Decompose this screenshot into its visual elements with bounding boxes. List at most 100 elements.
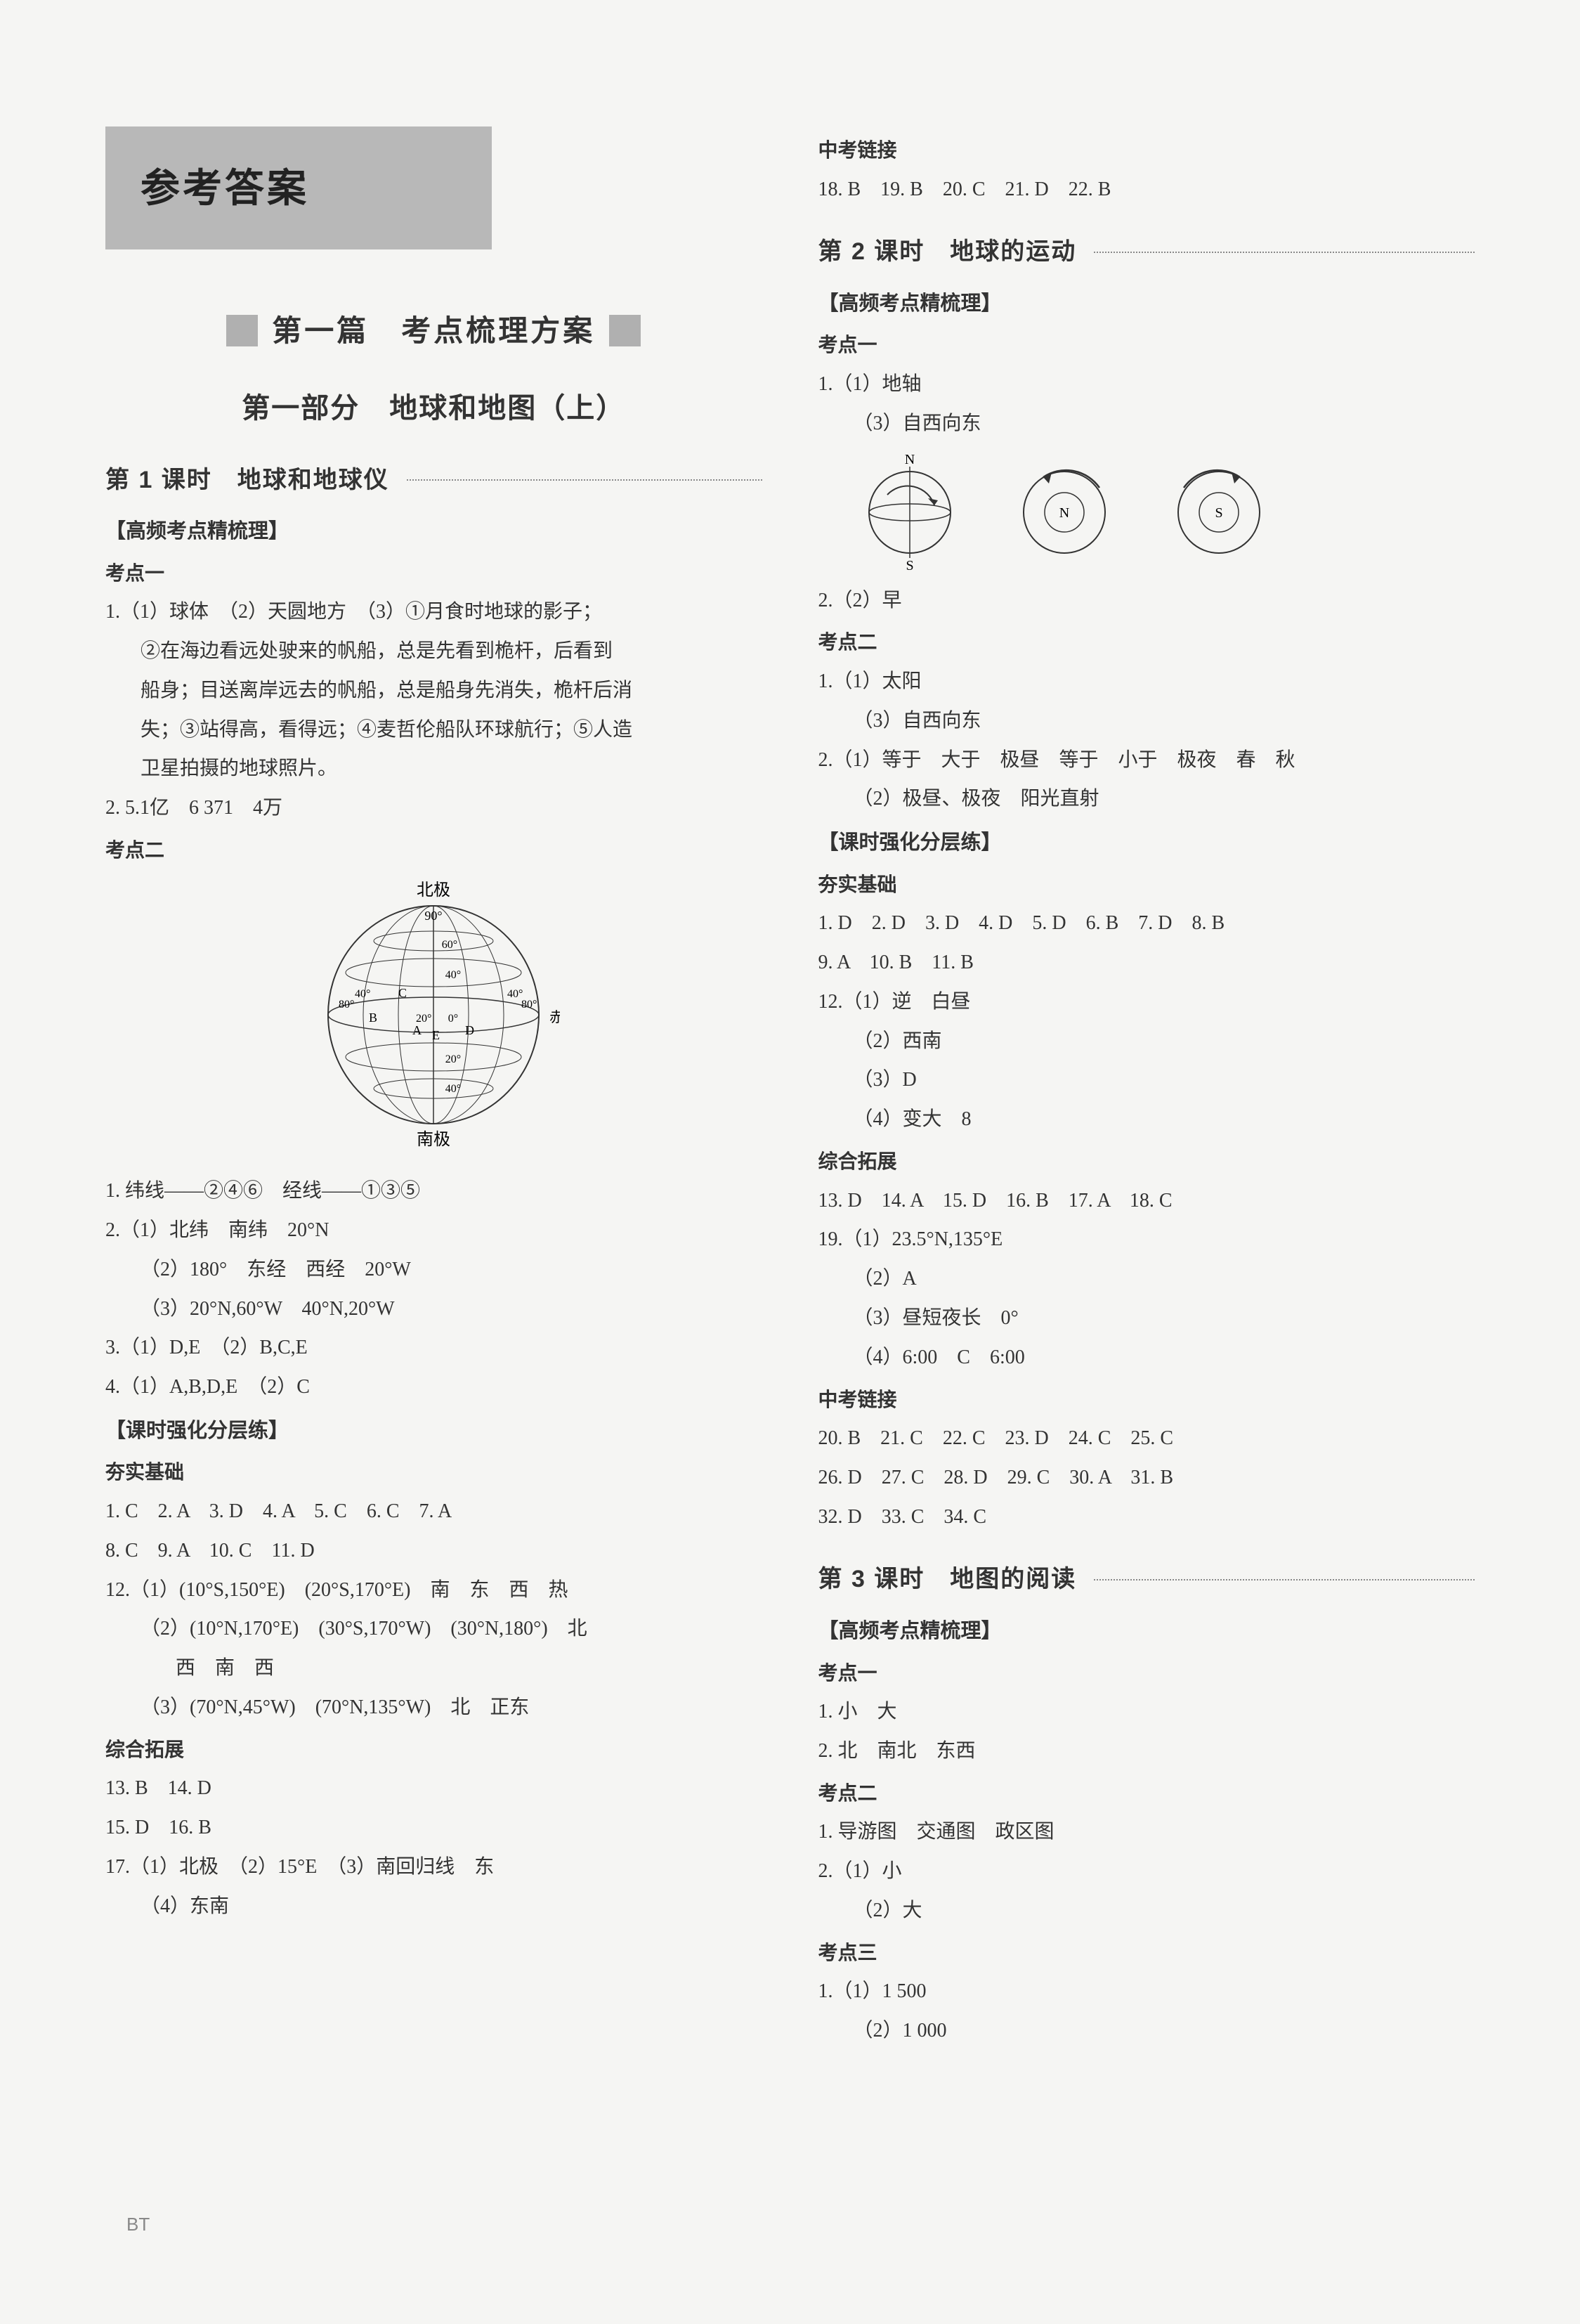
rotation-north-svg: N — [1008, 453, 1121, 572]
chapter-title-row: 第一篇 考点梳理方案 — [105, 306, 762, 356]
dots — [1094, 252, 1475, 253]
answer: 2.（1）等于 大于 极昼 等于 小于 极夜 春 秋 — [818, 742, 1475, 779]
answer: 15. D 16. B — [105, 1810, 762, 1846]
answer: （3）自西向东 — [818, 703, 1475, 739]
answer: ②在海边看远处驶来的帆船，总是先看到桅杆，后看到 — [105, 633, 762, 670]
svg-text:E: E — [432, 1028, 440, 1042]
answer: 2.（2）早 — [818, 583, 1475, 619]
answer: 12.（1）逆 白昼 — [818, 984, 1475, 1020]
answer: （3）D — [818, 1062, 1475, 1098]
svg-text:20°: 20° — [445, 1053, 461, 1065]
answer: （3）自西向东 — [818, 405, 1475, 442]
answer: （2）大 — [818, 1893, 1475, 1929]
svg-text:B: B — [369, 1011, 377, 1025]
footer-mark: BT — [126, 2209, 150, 2240]
answer: 船身；目送离岸远去的帆船，总是船身先消失，桅杆后消 — [105, 673, 762, 709]
answer: （4）变大 8 — [818, 1101, 1475, 1138]
gray-block-right — [609, 315, 641, 346]
l2-section2: 【课时强化分层练】 — [818, 826, 1475, 860]
l1-sub1: 夯实基础 — [105, 1455, 762, 1489]
rotation-side-svg: N S — [854, 453, 966, 572]
svg-text:S: S — [1215, 505, 1222, 521]
answer: 1. 纬线——②④⑥ 经线——①③⑤ — [105, 1173, 762, 1209]
l3-kp1: 考点一 — [818, 1656, 1475, 1690]
answer: 4.（1）A,B,D,E （2）C — [105, 1369, 762, 1406]
svg-text:40°: 40° — [445, 969, 461, 981]
answer: 1.（1）1 500 — [818, 1973, 1475, 2010]
l2-kp1: 考点一 — [818, 328, 1475, 362]
l2-sub2: 综合拓展 — [818, 1145, 1475, 1179]
l2-section1: 【高频考点精梳理】 — [818, 287, 1475, 321]
answer: 2. 5.1亿 6 371 4万 — [105, 790, 762, 826]
answer: 8. C 9. A 10. C 11. D — [105, 1533, 762, 1569]
answer: 19.（1）23.5°N,135°E — [818, 1221, 1475, 1258]
svg-text:C: C — [398, 986, 407, 1000]
answer: 20. B 21. C 22. C 23. D 24. C 25. C — [818, 1420, 1475, 1457]
svg-text:S: S — [906, 558, 913, 572]
answer: （2）极昼、极夜 阳光直射 — [818, 781, 1475, 817]
answer: （3）(70°N,45°W) (70°N,135°W) 北 正东 — [105, 1689, 762, 1726]
svg-text:90°: 90° — [425, 909, 443, 923]
l1-sub3: 中考链接 — [818, 134, 1475, 167]
svg-text:40°: 40° — [355, 988, 370, 1000]
answer: （2）A — [818, 1261, 1475, 1297]
l3-kp3: 考点三 — [818, 1936, 1475, 1970]
l2-sub3: 中考链接 — [818, 1383, 1475, 1417]
lesson1-title-row: 第 1 课时 地球和地球仪 — [105, 460, 762, 501]
svg-text:N: N — [904, 453, 914, 467]
lesson1-title: 第 1 课时 地球和地球仪 — [105, 460, 389, 501]
svg-text:40°: 40° — [445, 1083, 461, 1095]
answer: 12.（1）(10°S,150°E) (20°S,170°E) 南 东 西 热 — [105, 1572, 762, 1609]
answer: 1. C 2. A 3. D 4. A 5. C 6. C 7. A — [105, 1493, 762, 1530]
rotation-south-svg: S — [1163, 453, 1275, 572]
answer: 卫星拍摄的地球照片。 — [105, 751, 762, 787]
gray-block-left — [226, 315, 258, 346]
answer: （3）20°N,60°W 40°N,20°W — [105, 1291, 762, 1327]
l1-kp2: 考点二 — [105, 833, 762, 867]
answer: （2）1 000 — [818, 2013, 1475, 2049]
answer: 1.（1）太阳 — [818, 663, 1475, 700]
l1-kp1: 考点一 — [105, 557, 762, 590]
main-title-box: 参考答案 — [105, 126, 492, 249]
lesson2-title-row: 第 2 课时 地球的运动 — [818, 232, 1475, 273]
answer: 9. A 10. B 11. B — [818, 944, 1475, 981]
lesson3-title: 第 3 课时 地图的阅读 — [818, 1559, 1077, 1600]
answer: 32. D 33. C 34. C — [818, 1499, 1475, 1536]
svg-text:20°: 20° — [416, 1013, 431, 1025]
rotation-diagrams: N S N S — [854, 453, 1475, 572]
answer: 13. B 14. D — [105, 1770, 762, 1807]
svg-text:60°: 60° — [442, 939, 457, 951]
answer: 26. D 27. C 28. D 29. C 30. A 31. B — [818, 1460, 1475, 1496]
answer: 西 南 西 — [105, 1650, 762, 1687]
answer: 1. 小 大 — [818, 1694, 1475, 1730]
globe-svg: 北极 90° 60° 40° 0° 20° 40° 80° — [307, 881, 560, 1148]
answer: 18. B 19. B 20. C 21. D 22. B — [818, 171, 1475, 208]
answer: 1. D 2. D 3. D 4. D 5. D 6. B 7. D 8. B — [818, 905, 1475, 942]
globe-diagram: 北极 90° 60° 40° 0° 20° 40° 80° — [105, 881, 762, 1160]
lesson3-title-row: 第 3 课时 地图的阅读 — [818, 1559, 1475, 1600]
svg-text:80°: 80° — [339, 999, 354, 1011]
globe-label-south: 南极 — [417, 1130, 450, 1148]
answer: 失；③站得高，看得远；④麦哲伦船队环球航行；⑤人造 — [105, 712, 762, 748]
l1-sub2: 综合拓展 — [105, 1733, 762, 1767]
svg-text:N: N — [1059, 505, 1069, 521]
lesson2-title: 第 2 课时 地球的运动 — [818, 232, 1077, 273]
dots — [1094, 1579, 1475, 1580]
main-title: 参考答案 — [141, 155, 457, 221]
answer: 2.（1）小 — [818, 1853, 1475, 1890]
left-column: 参考答案 第一篇 考点梳理方案 第一部分 地球和地图（上） 第 1 课时 地球和… — [105, 126, 762, 2052]
l1-section2: 【课时强化分层练】 — [105, 1414, 762, 1448]
answer: （2）(10°N,170°E) (30°S,170°W) (30°N,180°)… — [105, 1611, 762, 1647]
answer: （2）180° 东经 西经 20°W — [105, 1252, 762, 1288]
svg-text:D: D — [465, 1023, 474, 1037]
globe-label-north: 北极 — [417, 881, 450, 900]
answer: 2. 北 南北 东西 — [818, 1733, 1475, 1770]
l1-section1: 【高频考点精梳理】 — [105, 514, 762, 549]
answer: 1.（1）地轴 — [818, 366, 1475, 403]
answer: 17.（1）北极 （2）15°E （3）南回归线 东 — [105, 1849, 762, 1885]
answer: 1. 导游图 交通图 政区图 — [818, 1814, 1475, 1850]
l3-section1: 【高频考点精梳理】 — [818, 1614, 1475, 1649]
answer: 13. D 14. A 15. D 16. B 17. A 18. C — [818, 1183, 1475, 1219]
answer: （3）昼短夜长 0° — [818, 1300, 1475, 1337]
l2-sub1: 夯实基础 — [818, 868, 1475, 902]
